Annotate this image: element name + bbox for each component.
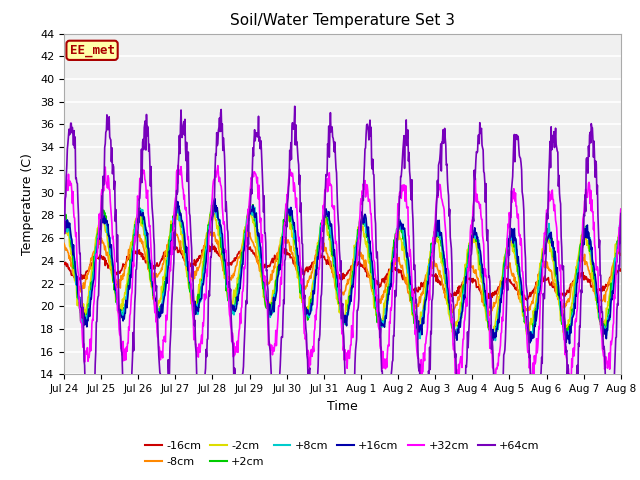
-2cm (60, 225, 68, 231)
+64cm (60, 220, 68, 226)
-2cm (172, 204, 179, 210)
Title: Soil/Water Temperature Set 3: Soil/Water Temperature Set 3 (230, 13, 455, 28)
-16cm (523, 297, 531, 303)
X-axis label: Time: Time (327, 400, 358, 413)
+64cm (495, 406, 503, 412)
+16cm (617, 235, 625, 241)
-2cm (306, 294, 314, 300)
+64cm (444, 178, 451, 183)
+32cm (60, 210, 68, 216)
-16cm (505, 277, 513, 283)
+2cm (505, 239, 513, 245)
-16cm (617, 266, 625, 272)
+8cm (60, 226, 68, 232)
+2cm (443, 286, 451, 292)
Line: +8cm: +8cm (64, 204, 621, 342)
+2cm (173, 201, 181, 207)
+32cm (443, 252, 451, 257)
+16cm (60, 228, 68, 234)
-8cm (286, 245, 294, 251)
Line: -8cm: -8cm (64, 230, 621, 315)
+8cm (617, 231, 625, 237)
Line: +2cm: +2cm (64, 204, 621, 340)
+2cm (617, 224, 625, 230)
+16cm (286, 207, 294, 213)
+8cm (306, 308, 314, 313)
-16cm (306, 264, 314, 270)
+32cm (306, 355, 314, 361)
-8cm (495, 285, 503, 290)
+16cm (306, 311, 314, 317)
+32cm (495, 353, 503, 359)
+64cm (117, 333, 125, 339)
Line: +32cm: +32cm (64, 165, 621, 385)
Y-axis label: Temperature (C): Temperature (C) (22, 153, 35, 255)
-2cm (117, 309, 125, 314)
+8cm (286, 205, 294, 211)
+64cm (617, 211, 625, 216)
-8cm (171, 227, 179, 233)
+64cm (506, 252, 513, 258)
-2cm (286, 216, 294, 221)
+64cm (291, 103, 299, 109)
+16cm (117, 312, 125, 318)
-8cm (306, 273, 314, 279)
Line: +64cm: +64cm (64, 106, 621, 435)
+2cm (524, 337, 532, 343)
-2cm (495, 294, 502, 300)
+16cm (495, 320, 502, 325)
+8cm (505, 245, 513, 251)
-8cm (60, 240, 68, 246)
-8cm (443, 298, 451, 303)
+64cm (420, 432, 428, 438)
+2cm (286, 219, 294, 225)
-16cm (209, 241, 216, 247)
-16cm (443, 290, 451, 296)
Legend: -16cm, -8cm, -2cm, +2cm, +8cm, +16cm, +32cm, +64cm: -16cm, -8cm, -2cm, +2cm, +8cm, +16cm, +3… (141, 437, 544, 471)
-16cm (60, 260, 68, 266)
+8cm (525, 339, 532, 345)
-8cm (485, 312, 493, 318)
+8cm (117, 309, 125, 314)
+8cm (210, 202, 218, 207)
-2cm (523, 332, 531, 337)
+32cm (117, 346, 125, 351)
-16cm (286, 251, 294, 257)
+32cm (175, 162, 182, 168)
Line: +16cm: +16cm (64, 199, 621, 344)
+16cm (505, 238, 513, 244)
+8cm (495, 311, 502, 317)
Line: -16cm: -16cm (64, 244, 621, 300)
-2cm (443, 301, 451, 307)
-2cm (505, 240, 513, 245)
+32cm (286, 166, 294, 172)
+64cm (285, 179, 293, 185)
+32cm (506, 210, 513, 216)
+2cm (60, 227, 68, 232)
-2cm (617, 228, 625, 234)
-16cm (117, 267, 125, 273)
-8cm (506, 264, 513, 269)
Text: EE_met: EE_met (70, 44, 115, 57)
-8cm (617, 252, 625, 258)
+16cm (566, 341, 573, 347)
+64cm (306, 365, 314, 371)
-16cm (495, 284, 502, 290)
+2cm (306, 310, 314, 315)
+2cm (117, 307, 125, 312)
+16cm (211, 196, 219, 202)
+16cm (443, 277, 451, 283)
+2cm (495, 308, 502, 314)
+32cm (617, 206, 625, 212)
-8cm (117, 273, 125, 279)
+8cm (443, 285, 451, 290)
Line: -2cm: -2cm (64, 207, 621, 335)
+32cm (490, 382, 498, 388)
